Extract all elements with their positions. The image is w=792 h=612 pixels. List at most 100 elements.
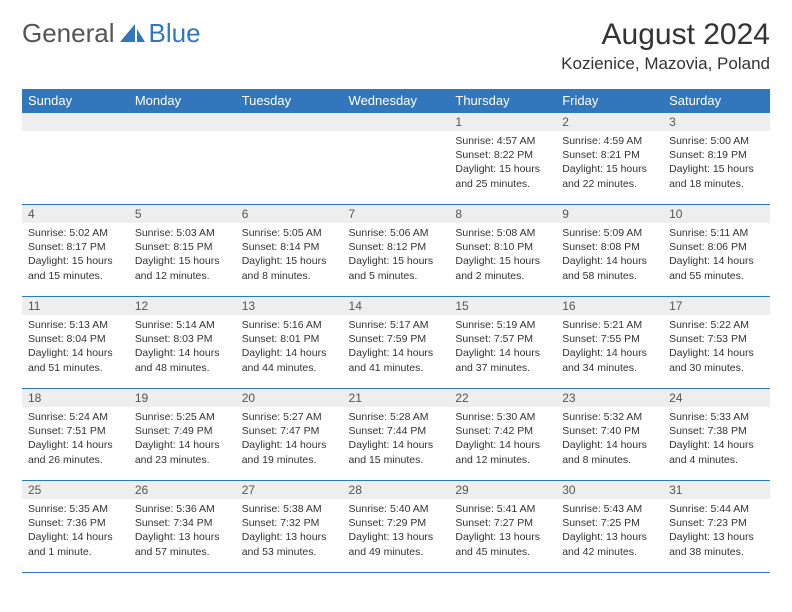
day-body: Sunrise: 5:36 AMSunset: 7:34 PMDaylight:… [129, 499, 236, 562]
calendar-cell: 15Sunrise: 5:19 AMSunset: 7:57 PMDayligh… [449, 297, 556, 389]
day-number-empty [236, 113, 343, 131]
calendar-cell: 23Sunrise: 5:32 AMSunset: 7:40 PMDayligh… [556, 389, 663, 481]
day-body: Sunrise: 5:44 AMSunset: 7:23 PMDaylight:… [663, 499, 770, 562]
logo-sail-icon [120, 24, 146, 44]
day-body: Sunrise: 5:41 AMSunset: 7:27 PMDaylight:… [449, 499, 556, 562]
weekday-header-row: Sunday Monday Tuesday Wednesday Thursday… [22, 89, 770, 113]
logo: General Blue [22, 18, 201, 49]
day-number: 3 [663, 113, 770, 131]
calendar-cell: 20Sunrise: 5:27 AMSunset: 7:47 PMDayligh… [236, 389, 343, 481]
day-body: Sunrise: 5:30 AMSunset: 7:42 PMDaylight:… [449, 407, 556, 470]
day-number: 6 [236, 205, 343, 223]
calendar-cell: 14Sunrise: 5:17 AMSunset: 7:59 PMDayligh… [343, 297, 450, 389]
day-number: 14 [343, 297, 450, 315]
day-number: 31 [663, 481, 770, 499]
calendar-row: 25Sunrise: 5:35 AMSunset: 7:36 PMDayligh… [22, 481, 770, 573]
day-body: Sunrise: 4:57 AMSunset: 8:22 PMDaylight:… [449, 131, 556, 194]
calendar-cell: 27Sunrise: 5:38 AMSunset: 7:32 PMDayligh… [236, 481, 343, 573]
day-number-empty [22, 113, 129, 131]
day-number: 11 [22, 297, 129, 315]
calendar-cell: 25Sunrise: 5:35 AMSunset: 7:36 PMDayligh… [22, 481, 129, 573]
day-body: Sunrise: 5:24 AMSunset: 7:51 PMDaylight:… [22, 407, 129, 470]
day-number: 23 [556, 389, 663, 407]
day-body: Sunrise: 4:59 AMSunset: 8:21 PMDaylight:… [556, 131, 663, 194]
day-body: Sunrise: 5:22 AMSunset: 7:53 PMDaylight:… [663, 315, 770, 378]
day-body: Sunrise: 5:43 AMSunset: 7:25 PMDaylight:… [556, 499, 663, 562]
day-body: Sunrise: 5:27 AMSunset: 7:47 PMDaylight:… [236, 407, 343, 470]
day-number: 28 [343, 481, 450, 499]
day-body: Sunrise: 5:35 AMSunset: 7:36 PMDaylight:… [22, 499, 129, 562]
calendar-cell [343, 113, 450, 205]
day-body: Sunrise: 5:19 AMSunset: 7:57 PMDaylight:… [449, 315, 556, 378]
day-body: Sunrise: 5:28 AMSunset: 7:44 PMDaylight:… [343, 407, 450, 470]
day-body: Sunrise: 5:11 AMSunset: 8:06 PMDaylight:… [663, 223, 770, 286]
calendar-cell: 12Sunrise: 5:14 AMSunset: 8:03 PMDayligh… [129, 297, 236, 389]
header: General Blue August 2024 Kozienice, Mazo… [22, 18, 770, 74]
calendar-cell: 26Sunrise: 5:36 AMSunset: 7:34 PMDayligh… [129, 481, 236, 573]
weekday-header: Thursday [449, 89, 556, 113]
day-body: Sunrise: 5:25 AMSunset: 7:49 PMDaylight:… [129, 407, 236, 470]
weekday-header: Sunday [22, 89, 129, 113]
calendar-cell: 6Sunrise: 5:05 AMSunset: 8:14 PMDaylight… [236, 205, 343, 297]
weekday-header: Monday [129, 89, 236, 113]
calendar-cell: 2Sunrise: 4:59 AMSunset: 8:21 PMDaylight… [556, 113, 663, 205]
day-body: Sunrise: 5:16 AMSunset: 8:01 PMDaylight:… [236, 315, 343, 378]
calendar-cell: 24Sunrise: 5:33 AMSunset: 7:38 PMDayligh… [663, 389, 770, 481]
day-body: Sunrise: 5:14 AMSunset: 8:03 PMDaylight:… [129, 315, 236, 378]
calendar-cell: 30Sunrise: 5:43 AMSunset: 7:25 PMDayligh… [556, 481, 663, 573]
day-number: 2 [556, 113, 663, 131]
day-body: Sunrise: 5:32 AMSunset: 7:40 PMDaylight:… [556, 407, 663, 470]
day-number: 26 [129, 481, 236, 499]
day-number: 5 [129, 205, 236, 223]
title-block: August 2024 Kozienice, Mazovia, Poland [561, 18, 770, 74]
day-number: 22 [449, 389, 556, 407]
day-body: Sunrise: 5:21 AMSunset: 7:55 PMDaylight:… [556, 315, 663, 378]
logo-text-general: General [22, 18, 115, 49]
calendar-cell: 11Sunrise: 5:13 AMSunset: 8:04 PMDayligh… [22, 297, 129, 389]
month-title: August 2024 [561, 18, 770, 52]
day-number: 9 [556, 205, 663, 223]
day-number: 13 [236, 297, 343, 315]
day-number: 15 [449, 297, 556, 315]
day-number: 18 [22, 389, 129, 407]
day-number: 8 [449, 205, 556, 223]
calendar-cell [129, 113, 236, 205]
weekday-header: Wednesday [343, 89, 450, 113]
day-body: Sunrise: 5:09 AMSunset: 8:08 PMDaylight:… [556, 223, 663, 286]
calendar-cell: 10Sunrise: 5:11 AMSunset: 8:06 PMDayligh… [663, 205, 770, 297]
calendar-row: 4Sunrise: 5:02 AMSunset: 8:17 PMDaylight… [22, 205, 770, 297]
day-body: Sunrise: 5:08 AMSunset: 8:10 PMDaylight:… [449, 223, 556, 286]
day-number: 19 [129, 389, 236, 407]
logo-text-blue: Blue [149, 18, 201, 49]
location: Kozienice, Mazovia, Poland [561, 54, 770, 74]
day-number: 16 [556, 297, 663, 315]
day-body: Sunrise: 5:40 AMSunset: 7:29 PMDaylight:… [343, 499, 450, 562]
day-number: 20 [236, 389, 343, 407]
calendar-body: 1Sunrise: 4:57 AMSunset: 8:22 PMDaylight… [22, 113, 770, 573]
calendar-cell: 13Sunrise: 5:16 AMSunset: 8:01 PMDayligh… [236, 297, 343, 389]
day-number: 12 [129, 297, 236, 315]
weekday-header: Friday [556, 89, 663, 113]
day-number: 1 [449, 113, 556, 131]
calendar-cell: 29Sunrise: 5:41 AMSunset: 7:27 PMDayligh… [449, 481, 556, 573]
day-number: 25 [22, 481, 129, 499]
calendar-cell: 19Sunrise: 5:25 AMSunset: 7:49 PMDayligh… [129, 389, 236, 481]
day-number: 27 [236, 481, 343, 499]
day-number-empty [129, 113, 236, 131]
day-number: 21 [343, 389, 450, 407]
day-number: 29 [449, 481, 556, 499]
day-number-empty [343, 113, 450, 131]
day-number: 24 [663, 389, 770, 407]
calendar-cell: 8Sunrise: 5:08 AMSunset: 8:10 PMDaylight… [449, 205, 556, 297]
calendar-cell: 17Sunrise: 5:22 AMSunset: 7:53 PMDayligh… [663, 297, 770, 389]
day-number: 17 [663, 297, 770, 315]
calendar-row: 11Sunrise: 5:13 AMSunset: 8:04 PMDayligh… [22, 297, 770, 389]
calendar-cell: 22Sunrise: 5:30 AMSunset: 7:42 PMDayligh… [449, 389, 556, 481]
calendar-cell: 18Sunrise: 5:24 AMSunset: 7:51 PMDayligh… [22, 389, 129, 481]
calendar-cell: 21Sunrise: 5:28 AMSunset: 7:44 PMDayligh… [343, 389, 450, 481]
calendar-cell [22, 113, 129, 205]
day-body: Sunrise: 5:33 AMSunset: 7:38 PMDaylight:… [663, 407, 770, 470]
calendar-cell: 3Sunrise: 5:00 AMSunset: 8:19 PMDaylight… [663, 113, 770, 205]
weekday-header: Saturday [663, 89, 770, 113]
calendar-row: 18Sunrise: 5:24 AMSunset: 7:51 PMDayligh… [22, 389, 770, 481]
